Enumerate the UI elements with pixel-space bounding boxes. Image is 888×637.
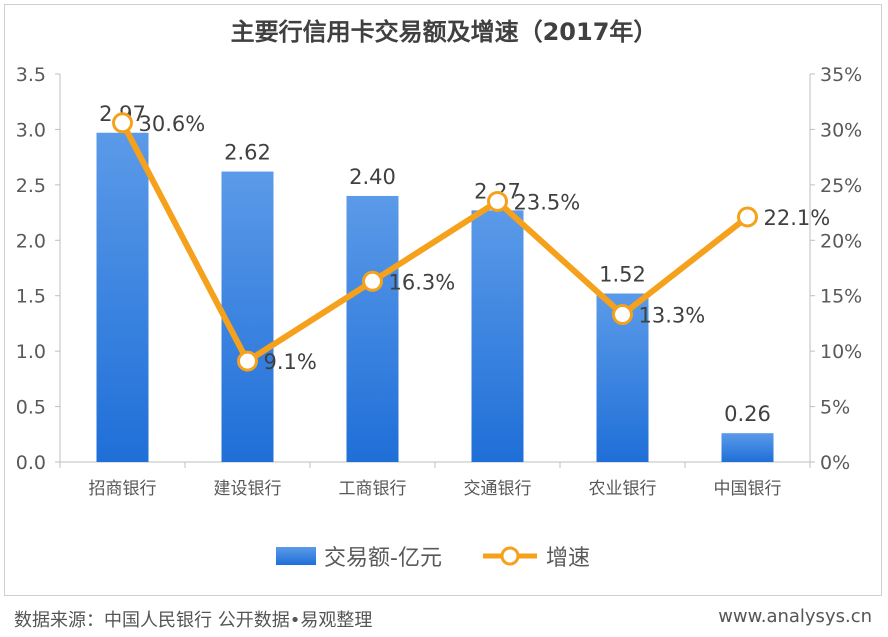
legend-line-marker [500, 546, 520, 566]
left-axis-tick-label: 1.5 [16, 286, 46, 308]
x-axis-category-label: 招商银行 [89, 479, 157, 499]
x-axis-category-label: 交通银行 [464, 479, 532, 499]
growth-value-label: 22.1% [764, 206, 831, 230]
growth-value-label: 30.6% [139, 112, 206, 136]
bar-value-label: 2.62 [224, 141, 271, 165]
right-axis-tick-label: 20% [820, 230, 862, 252]
growth-point [612, 304, 633, 326]
growth-value-label: 13.3% [639, 304, 706, 328]
left-axis-tick-label: 3.0 [16, 119, 46, 141]
legend-bar-swatch [276, 547, 316, 565]
combo-chart: 主要行信用卡交易额及增速（2017年） 0.0 0.5 1.0 1.5 2.0 2.5 3.… [16, 18, 862, 571]
legend-bar-label: 交易额-亿元 [324, 546, 442, 571]
bar-value-label: 2.40 [349, 165, 396, 189]
legend-line-label: 增速 [546, 546, 590, 571]
right-axis-tick-label: 15% [820, 286, 862, 308]
right-axis-tick-label: 0% [820, 452, 850, 474]
website-url: www.analysys.cn [718, 606, 872, 627]
left-axis-tick-label: 0.0 [16, 452, 46, 474]
bar [721, 433, 774, 462]
bar [221, 171, 274, 462]
x-axis-category-label: 建设银行 [214, 479, 282, 499]
right-axis-tick-label: 35% [820, 64, 862, 86]
growth-value-label: 16.3% [389, 270, 456, 294]
growth-line [119, 119, 751, 365]
right-axis-tick-label: 10% [820, 341, 862, 363]
left-axis-tick-label: 2.0 [16, 230, 46, 252]
growth-point [237, 350, 258, 372]
left-axis-tick-label: 1.0 [16, 341, 46, 363]
growth-value-label: 9.1% [264, 350, 317, 374]
x-axis-category-label: 工商银行 [339, 479, 407, 499]
x-axis-category-label: 中国银行 [714, 479, 782, 499]
growth-point [362, 270, 383, 292]
growth-point [487, 190, 508, 212]
right-axis-tick-label: 30% [820, 119, 862, 141]
data-source-note: 数据来源：中国人民银行 公开数据•易观整理 [14, 610, 373, 631]
x-axis-category-label: 农业银行 [589, 479, 657, 499]
bar [96, 132, 149, 463]
growth-point [737, 206, 758, 228]
left-axis-tick-label: 3.5 [16, 64, 46, 86]
right-axis-tick-label: 5% [820, 397, 850, 419]
growth-point [112, 112, 133, 134]
right-axis-tick-label: 25% [820, 175, 862, 197]
bar [471, 210, 524, 462]
bar-value-label: 0.26 [724, 402, 771, 426]
left-axis-tick-label: 0.5 [16, 397, 46, 419]
bar-value-label: 1.52 [599, 262, 646, 286]
chart-frame [4, 4, 882, 596]
chart-title: 主要行信用卡交易额及增速（2017年） [231, 18, 658, 46]
left-axis-tick-label: 2.5 [16, 175, 46, 197]
bar [346, 195, 399, 462]
growth-value-label: 23.5% [514, 190, 581, 214]
